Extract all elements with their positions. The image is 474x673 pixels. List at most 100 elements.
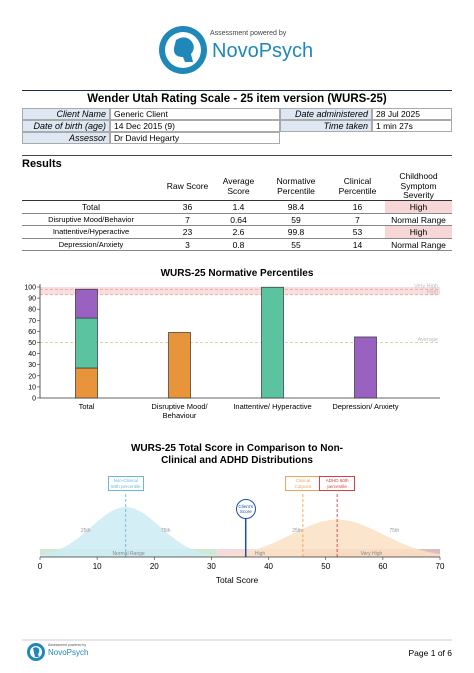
result-value: 7 — [330, 214, 385, 226]
result-value: 2.6 — [215, 226, 262, 239]
column-header: Average Score — [222, 176, 255, 196]
reference-label: High — [427, 289, 438, 295]
footer-brand: NovoPsych — [48, 648, 89, 657]
percentile-label: 75th — [161, 528, 171, 534]
bar-segment — [261, 286, 284, 399]
info-label: Date of birth (age) — [22, 120, 110, 132]
column-header: Normative Percentile — [276, 176, 316, 196]
result-value: 16 — [330, 201, 385, 214]
marker-label: Non-Clinical 50th percentile — [107, 476, 144, 491]
y-tick-label: 40 — [28, 351, 36, 358]
y-tick-label: 60 — [28, 329, 36, 336]
range-label: Very High — [361, 551, 383, 557]
x-tick-label: 70 — [436, 562, 445, 571]
x-tick-label: 60 — [378, 562, 387, 571]
x-tick-label: 30 — [207, 562, 216, 571]
result-value: 59 — [262, 214, 330, 226]
result-value: 98.4 — [262, 201, 330, 214]
y-tick-label: 90 — [28, 296, 36, 303]
y-tick-label: 50 — [28, 340, 36, 347]
results-heading: Results — [22, 155, 452, 170]
bar-segment — [75, 288, 98, 319]
info-value: Generic Client — [110, 108, 280, 120]
result-value: Normal Range — [385, 214, 452, 226]
range-label: Normal Range — [112, 551, 144, 557]
row-label: Disruptive Mood/Behavior — [22, 214, 160, 226]
range-label: High — [255, 551, 266, 557]
result-value: 99.8 — [262, 226, 330, 239]
reference-label: Average — [418, 337, 438, 343]
bar-segment — [354, 336, 377, 399]
brand: NovoPsych — [212, 40, 314, 62]
reference-label: Very High — [414, 284, 438, 290]
x-tick-label: 0 — [38, 562, 43, 571]
row-label: Total — [22, 201, 160, 214]
x-tick-label: 20 — [150, 562, 159, 571]
x-tick-label: 10 — [93, 562, 102, 571]
info-label: Time taken — [280, 120, 372, 132]
result-value: 14 — [330, 239, 385, 251]
bar-segment — [75, 367, 98, 399]
distribution — [40, 507, 440, 557]
x-tick-label: Inattentive/ Hyperactive — [233, 402, 312, 411]
info-value: 1 min 27s — [372, 120, 452, 132]
footer-logo — [27, 643, 45, 661]
logo — [159, 26, 207, 74]
result-value: High — [385, 201, 452, 214]
x-axis-label: Total Score — [215, 575, 259, 585]
distribution — [40, 519, 440, 557]
marker-label: ADHD 50th percentile — [319, 476, 356, 491]
y-tick-label: 0 — [32, 396, 36, 403]
bar-segment — [168, 332, 191, 399]
y-tick-label: 10 — [28, 384, 36, 391]
result-value: 23 — [160, 226, 215, 239]
result-value: High — [385, 226, 452, 239]
column-header: Raw Score — [166, 180, 209, 191]
bar-segment — [75, 317, 98, 369]
row-label: Inattentive/Hyperactive — [22, 226, 160, 239]
x-tick-label: Disruptive Mood/ Behaviour — [151, 402, 208, 420]
x-tick-label: 40 — [264, 562, 273, 571]
result-value: 3 — [160, 239, 215, 251]
x-tick-label: Depression/ Anxiety — [332, 402, 399, 411]
result-value: 53 — [330, 226, 385, 239]
row-label: Depression/Anxiety — [22, 239, 160, 251]
chart-title: WURS-25 Total Score in Comparison to Non… — [130, 443, 344, 466]
header-rule — [22, 200, 452, 201]
percentile-label: 25th — [81, 528, 91, 534]
result-value: 36 — [160, 201, 215, 214]
info-label: Date administered — [280, 108, 372, 120]
column-header: Clinical Percentile — [338, 176, 377, 196]
result-value: 7 — [160, 214, 215, 226]
report-title: Wender Utah Rating Scale - 25 item versi… — [22, 90, 452, 107]
result-value: Normal Range — [385, 239, 452, 251]
marker-label: Client's Score — [235, 499, 256, 519]
info-value: 28 Jul 2025 — [372, 108, 452, 120]
info-value: 14 Dec 2015 (9) — [110, 120, 280, 132]
info-value: Dr David Hegarty — [110, 132, 280, 144]
marker-label: Clinical Cutpoint — [284, 476, 321, 491]
info-label: Assessor — [22, 132, 110, 144]
reference-band — [40, 287, 440, 295]
x-tick-label: 50 — [321, 562, 330, 571]
percentile-label: 75th — [389, 528, 399, 534]
y-tick-label: 20 — [28, 373, 36, 380]
result-value: 0.8 — [215, 239, 262, 251]
y-tick-label: 100 — [24, 285, 36, 292]
y-tick-label: 30 — [28, 362, 36, 369]
info-label: Client Name — [22, 108, 110, 120]
result-value: 1.4 — [215, 201, 262, 214]
column-header: Childhood Symptom Severity — [399, 172, 438, 201]
result-value: 0.64 — [215, 214, 262, 226]
y-tick-label: 70 — [28, 318, 36, 325]
y-tick-label: 80 — [28, 307, 36, 314]
footer-powered-by: Assessment powered by — [48, 643, 87, 647]
chart-title: WURS-25 Normative Percentiles — [160, 268, 314, 279]
x-tick-label: Total — [78, 402, 95, 411]
percentile-label: 25th — [292, 528, 302, 534]
page-number: Page 1 of 6 — [408, 648, 452, 658]
result-value: 55 — [262, 239, 330, 251]
powered-by: Assessment powered by — [210, 30, 287, 37]
